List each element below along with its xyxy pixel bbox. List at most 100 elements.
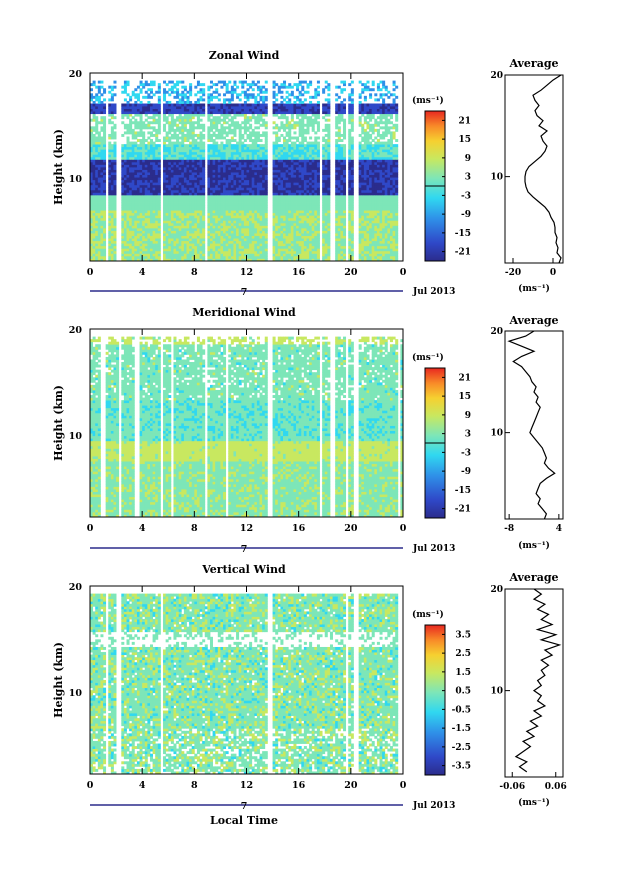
heat-cell	[136, 230, 140, 234]
heat-cell	[306, 227, 310, 231]
heat-cell	[301, 126, 305, 130]
heat-cell	[296, 85, 300, 89]
heat-cell	[129, 197, 133, 201]
heat-cell	[152, 197, 156, 201]
heat-cell	[254, 151, 258, 155]
heat-cell	[301, 179, 305, 183]
heat-cell	[181, 98, 185, 102]
heat-cell	[173, 133, 177, 137]
heat-cell	[264, 139, 268, 142]
heat-cell	[241, 174, 245, 178]
heat-cell	[264, 248, 268, 252]
heat-cell	[90, 151, 94, 155]
heat-cell	[207, 238, 211, 242]
heat-cell	[129, 128, 133, 132]
heat-cell	[259, 133, 263, 137]
heat-cell	[288, 233, 292, 236]
heat-cell	[298, 126, 302, 130]
heat-cell	[103, 118, 107, 122]
heat-cell	[251, 189, 255, 193]
heat-cell	[215, 210, 219, 214]
heat-cell	[139, 255, 143, 259]
heat-cell	[233, 159, 237, 163]
heat-cell	[233, 156, 237, 160]
heat-cell	[285, 238, 289, 242]
heat-cell	[123, 210, 127, 214]
heat-cell	[149, 182, 153, 186]
heat-cell	[90, 161, 94, 165]
heat-cell	[196, 121, 200, 125]
heat-cell	[262, 215, 266, 219]
heat-cell	[288, 100, 292, 104]
heat-cell	[152, 230, 156, 234]
heat-cell	[163, 240, 167, 244]
heat-cell	[163, 182, 167, 186]
heat-cell	[100, 108, 104, 112]
heat-cell	[178, 111, 182, 115]
heat-cell	[92, 192, 96, 196]
heat-cell	[280, 255, 284, 259]
heat-cell	[113, 174, 117, 178]
heat-cell	[207, 235, 211, 239]
heat-cell	[144, 139, 148, 142]
heat-cell	[129, 172, 133, 176]
heat-cell	[113, 189, 117, 193]
heat-cell	[178, 235, 182, 239]
heat-cell	[243, 230, 247, 234]
heat-cell	[212, 235, 216, 239]
heat-cell	[236, 192, 240, 196]
heat-cell	[136, 85, 140, 89]
heat-cell	[136, 245, 140, 249]
heat-cell	[129, 215, 133, 219]
heat-cell	[238, 179, 242, 183]
heat-cell	[241, 253, 245, 257]
heat-cell	[165, 210, 169, 214]
heat-cell	[243, 227, 247, 231]
heat-cell	[264, 235, 268, 239]
heat-cell	[283, 248, 287, 252]
heat-cell	[272, 179, 276, 183]
heat-cell	[277, 177, 281, 181]
heat-cell	[165, 167, 169, 170]
heat-cell	[163, 128, 167, 132]
heat-cell	[129, 230, 133, 234]
heat-cell	[196, 253, 200, 257]
heat-cell	[95, 255, 99, 259]
heat-cell	[110, 128, 114, 132]
heat-cell	[249, 151, 253, 155]
heat-cell	[306, 108, 310, 112]
heat-cell	[314, 139, 318, 142]
heat-cell	[129, 161, 133, 165]
heat-cell	[194, 240, 198, 244]
heat-cell	[249, 189, 253, 193]
heat-cell	[149, 172, 153, 176]
heat-cell	[311, 159, 315, 163]
heat-cell	[298, 141, 302, 145]
heat-cell	[170, 202, 174, 206]
heat-cell	[163, 95, 167, 99]
heat-cell	[126, 217, 130, 221]
heat-cell	[202, 88, 206, 92]
heat-cell	[243, 151, 247, 155]
heat-cell	[243, 121, 247, 125]
heat-cell	[288, 225, 292, 229]
heat-cell	[301, 210, 305, 214]
heat-cell	[264, 80, 268, 84]
heat-cell	[183, 255, 187, 259]
heat-cell	[199, 164, 203, 168]
heat-cell	[223, 207, 227, 211]
heat-cell	[189, 118, 193, 122]
heat-cell	[209, 210, 213, 214]
heat-cell	[163, 253, 167, 257]
heat-cell	[103, 123, 107, 127]
heat-cell	[283, 164, 287, 168]
heat-cell	[209, 189, 213, 193]
heat-cell	[303, 172, 307, 176]
heat-cell	[144, 182, 148, 186]
heat-cell	[262, 174, 266, 178]
heat-cell	[243, 164, 247, 168]
heat-cell	[249, 210, 253, 214]
heat-cell	[316, 220, 320, 224]
heat-cell	[97, 177, 101, 181]
heat-cell	[233, 103, 237, 107]
